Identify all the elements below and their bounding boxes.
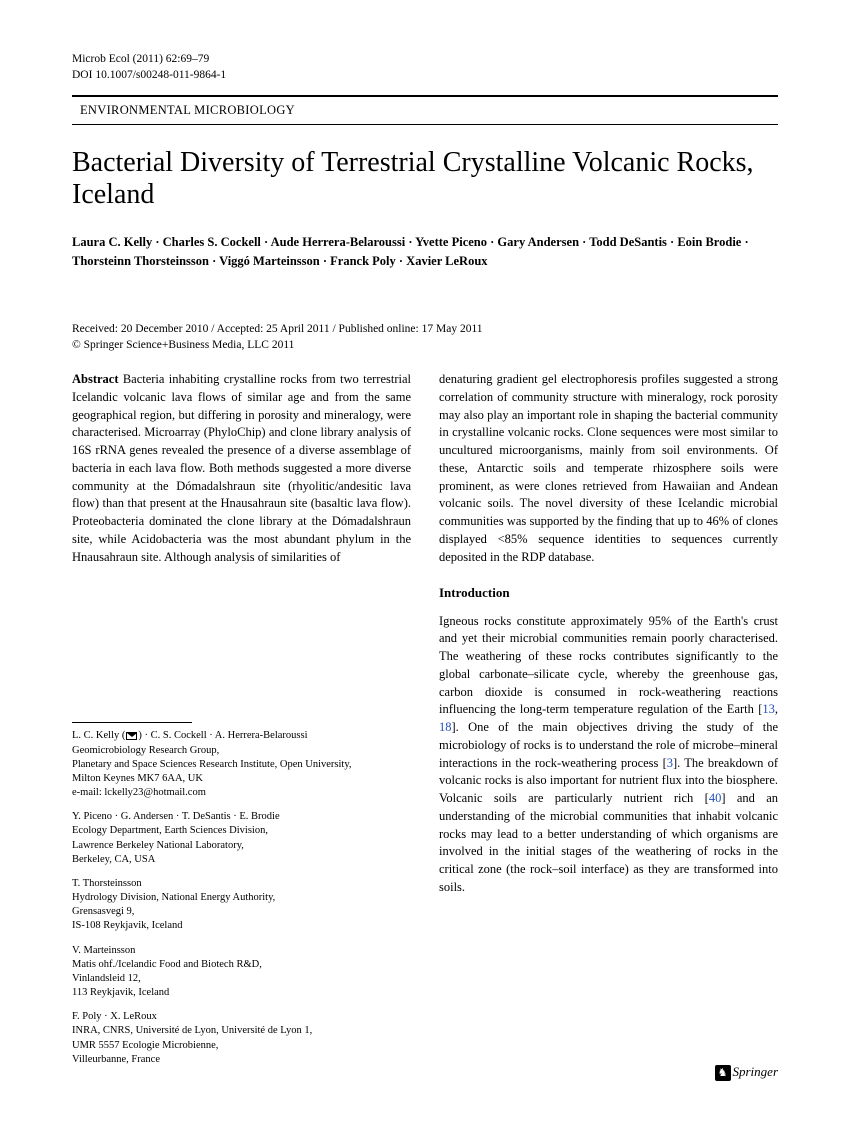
introduction-heading: Introduction [439, 584, 778, 602]
affiliation-3: T. Thorsteinsson Hydrology Division, Nat… [72, 877, 402, 934]
authors-list: Laura C. Kelly · Charles S. Cockell · Au… [72, 233, 778, 271]
affiliation-4: V. Marteinsson Matis ohf./Icelandic Food… [72, 944, 402, 1001]
article-title: Bacterial Diversity of Terrestrial Cryst… [72, 147, 778, 211]
doi-line: DOI 10.1007/s00248-011-9864-1 [72, 68, 778, 84]
citation-link[interactable]: 40 [709, 791, 722, 805]
affiliation-5: F. Poly · X. LeRoux INRA, CNRS, Universi… [72, 1010, 402, 1067]
copyright-line: © Springer Science+Business Media, LLC 2… [72, 339, 778, 351]
category-box: ENVIRONMENTAL MICROBIOLOGY [72, 95, 778, 125]
abstract-paragraph: Abstract Bacteria inhabiting crystalline… [72, 371, 411, 566]
category-label: ENVIRONMENTAL MICROBIOLOGY [80, 103, 295, 117]
citation-link[interactable]: 13 [762, 702, 775, 716]
citation-link[interactable]: 18 [439, 720, 452, 734]
affiliation-2: Y. Piceno · G. Andersen · T. DeSantis · … [72, 810, 402, 867]
journal-line: Microb Ecol (2011) 62:69–79 [72, 52, 778, 68]
affiliation-divider [72, 722, 192, 723]
springer-horse-icon: ♞ [715, 1065, 731, 1081]
affiliation-1: L. C. Kelly () · C. S. Cockell · A. Herr… [72, 729, 402, 800]
article-history: Received: 20 December 2010 / Accepted: 2… [72, 321, 778, 337]
introduction-paragraph: Igneous rocks constitute approximately 9… [439, 613, 778, 897]
publisher-name: Springer [733, 1064, 779, 1079]
abstract-label: Abstract [72, 372, 119, 386]
envelope-icon [126, 732, 137, 740]
header-meta: Microb Ecol (2011) 62:69–79 DOI 10.1007/… [72, 52, 778, 83]
publisher-logo: ♞Springer [715, 1064, 779, 1081]
affiliations-block: L. C. Kelly () · C. S. Cockell · A. Herr… [72, 722, 402, 1077]
abstract-continuation: denaturing gradient gel electrophoresis … [439, 371, 778, 566]
abstract-left: Bacteria inhabiting crystalline rocks fr… [72, 372, 411, 564]
